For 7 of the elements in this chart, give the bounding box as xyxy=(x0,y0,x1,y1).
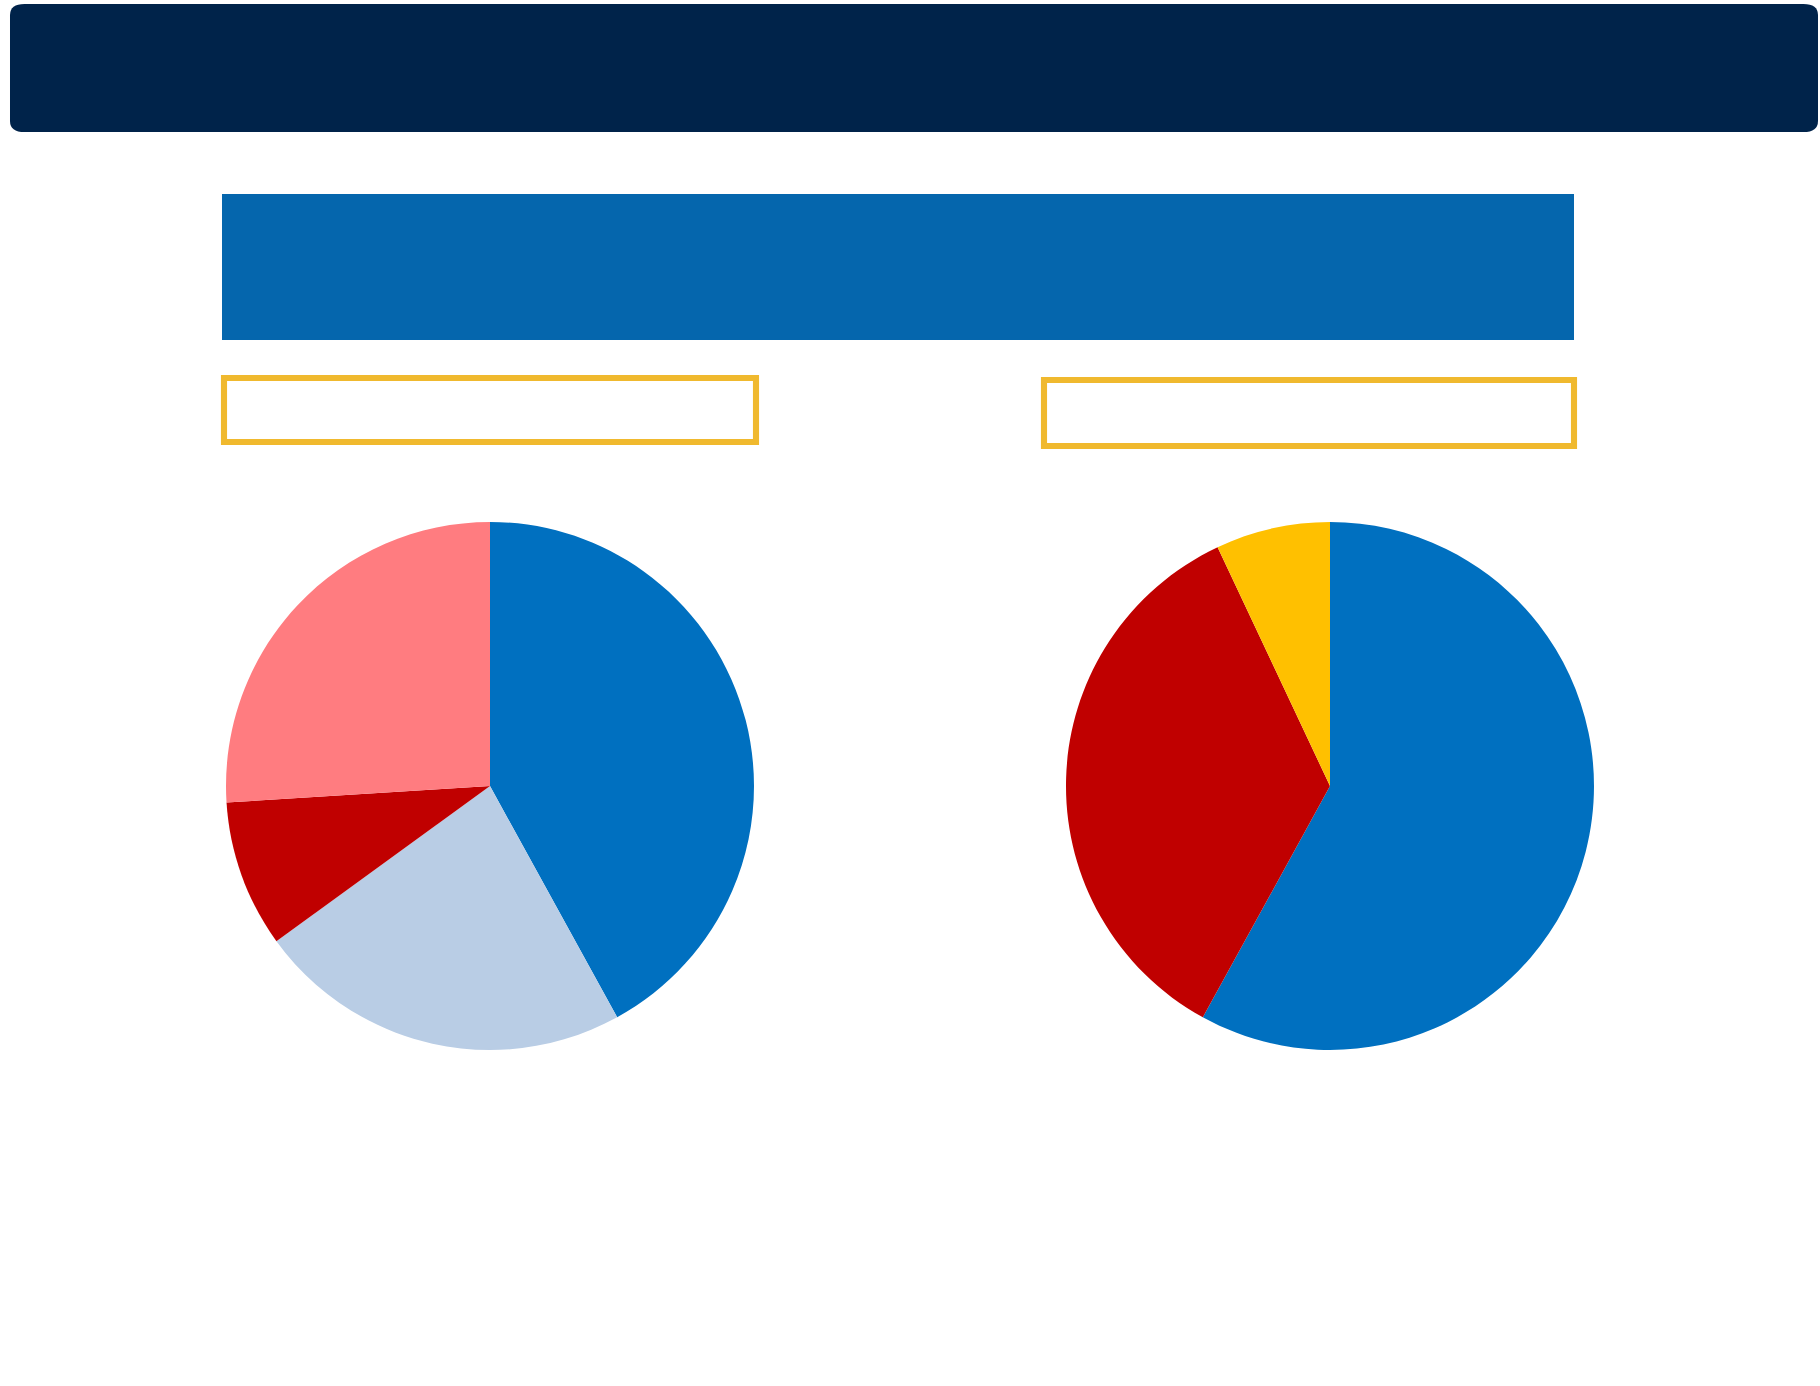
pie-slice xyxy=(226,786,490,942)
pie-slice xyxy=(1066,547,1330,1018)
pie-slice xyxy=(276,786,618,1050)
pie-slice xyxy=(490,522,754,1018)
pie-slice xyxy=(1202,522,1594,1050)
pie-slice xyxy=(226,522,490,803)
pie-slice xyxy=(1217,522,1330,786)
